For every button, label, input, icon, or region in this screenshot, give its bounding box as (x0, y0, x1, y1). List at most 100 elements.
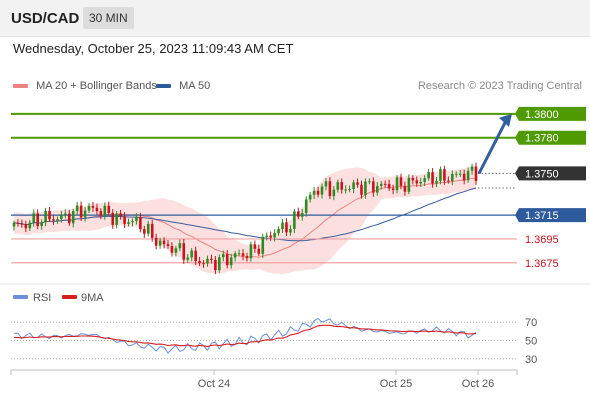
candle-body (289, 228, 292, 233)
candle-body (99, 211, 103, 216)
candle-body (340, 182, 344, 190)
chart-header: USD/CAD 30 MIN (0, 0, 590, 37)
candle-body (229, 257, 233, 266)
candle-body (115, 213, 118, 225)
candle-body (379, 183, 383, 186)
candle-body (218, 257, 221, 271)
rsi-ma-line (13, 324, 477, 348)
ma50-swatch-icon (156, 84, 171, 89)
candle-body (415, 180, 419, 184)
rsi-swatch-icon (13, 295, 28, 299)
candle-body (67, 213, 71, 224)
candle-body (443, 169, 446, 181)
rsi-tick-label: 30 (525, 354, 537, 366)
candle-body (293, 211, 296, 229)
candle-body (194, 250, 197, 262)
research-credit: Research © 2023 Trading Central (417, 80, 582, 92)
candle-body (75, 205, 79, 212)
candle-body (368, 181, 371, 183)
candle-body (36, 213, 39, 227)
level-label-3: 1.3715 (525, 210, 559, 222)
candle-body (316, 190, 320, 195)
candle-body (206, 258, 209, 264)
candle-body (423, 178, 426, 182)
support-label-4: 1.3695 (525, 234, 559, 246)
candle-body (210, 258, 213, 260)
candle-body (328, 181, 332, 197)
candle-body (474, 166, 478, 182)
candle-body (233, 253, 237, 258)
candle-body (139, 216, 142, 230)
candle-body (257, 248, 261, 254)
candle-body (372, 181, 375, 193)
candle-body (135, 216, 138, 221)
level-label-1: 1.3780 (525, 133, 559, 145)
candle-body (12, 222, 16, 227)
timeframe-button[interactable]: 30 MIN (83, 7, 134, 29)
candle-body (470, 166, 474, 171)
bollinger-band (14, 166, 476, 275)
candle-body (320, 186, 324, 195)
candle-body (127, 222, 130, 224)
candle-body (360, 184, 363, 195)
candle-body (387, 183, 391, 189)
candle-body (352, 182, 355, 190)
legend-label-ma50: MA 50 (179, 80, 211, 92)
candle-body (281, 222, 284, 230)
candle-body (435, 180, 438, 184)
candle-body (123, 216, 126, 224)
candle-body (304, 199, 308, 214)
candle-body (249, 244, 253, 259)
candle-body (107, 205, 111, 213)
rsi-legend-label: RSI (33, 292, 51, 304)
candle-body (427, 172, 430, 179)
candle-body (454, 173, 458, 175)
candle-body (111, 212, 115, 225)
candle-body (198, 261, 201, 264)
candle-body (158, 240, 162, 246)
candle-body (16, 222, 20, 224)
candle-body (95, 207, 99, 212)
candle-body (447, 180, 450, 182)
candle-body (143, 229, 146, 234)
symbol-title: USD/CAD (11, 10, 80, 27)
candle-body (83, 210, 87, 218)
candle-body (312, 190, 316, 195)
level-label-0: 1.3800 (525, 109, 559, 121)
rsi-tick-label: 50 (525, 336, 537, 348)
candle-body (119, 213, 122, 217)
candle-body (285, 222, 288, 233)
forecast-arrow-head-icon (499, 113, 512, 127)
candle-body (60, 214, 63, 220)
candle-body (332, 189, 336, 197)
support-label-5: 1.3675 (525, 258, 559, 270)
candle-body (324, 181, 328, 187)
candle-body (411, 177, 415, 181)
legend-item-ma50: MA 50 (156, 80, 210, 92)
rsi-ma-legend-label: 9MA (81, 292, 104, 304)
x-tick-label: Oct 26 (462, 378, 494, 390)
candle-body (166, 244, 170, 246)
candle-body (162, 240, 166, 245)
candle-body (202, 263, 205, 265)
candle-body (265, 235, 269, 237)
x-tick-label: Oct 25 (380, 378, 412, 390)
candle-body (225, 253, 229, 266)
candle-body (399, 177, 403, 186)
candle-body (383, 183, 387, 185)
forecast-arrow-shaft (477, 120, 508, 175)
candle-body (241, 253, 245, 257)
candle-body (273, 233, 276, 238)
candle-body (28, 222, 32, 229)
candle-body (103, 205, 107, 216)
candle-body (32, 213, 36, 223)
candle-body (375, 185, 379, 193)
candle-body (91, 206, 95, 208)
x-tick-label: Oct 24 (198, 378, 230, 390)
candle-body (431, 172, 434, 184)
candle-body (154, 237, 158, 246)
candle-body (458, 173, 462, 175)
candle-body (245, 256, 249, 259)
candle-body (348, 189, 351, 191)
